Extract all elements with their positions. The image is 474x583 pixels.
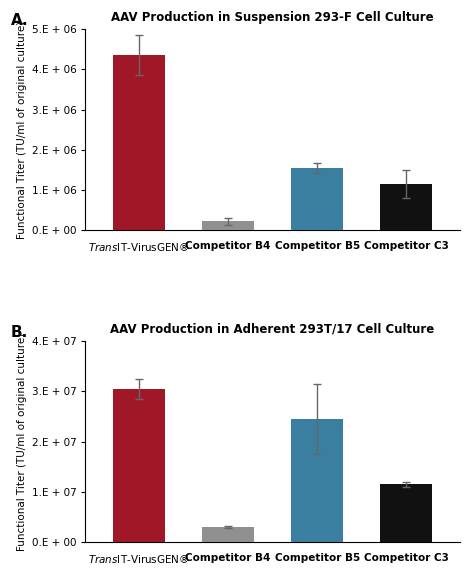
Text: $\mathit{Trans}$IT-VirusGEN®: $\mathit{Trans}$IT-VirusGEN®	[88, 553, 190, 566]
Text: Competitor B4: Competitor B4	[185, 241, 271, 251]
Bar	[202, 527, 254, 542]
Text: Competitor B4: Competitor B4	[185, 553, 271, 563]
Text: Competitor C3: Competitor C3	[364, 553, 449, 563]
Bar	[291, 168, 343, 230]
Text: B.: B.	[10, 325, 27, 340]
Text: Competitor B5: Competitor B5	[274, 241, 360, 251]
Text: A.: A.	[10, 13, 28, 28]
Title: AAV Production in Adherent 293T/17 Cell Culture: AAV Production in Adherent 293T/17 Cell …	[110, 322, 435, 336]
Text: $\mathit{Trans}$IT-VirusGEN®: $\mathit{Trans}$IT-VirusGEN®	[88, 241, 190, 254]
Bar	[113, 55, 164, 230]
Bar	[381, 184, 432, 230]
Y-axis label: Functional Titer (TU/ml of original culture): Functional Titer (TU/ml of original cult…	[18, 332, 27, 551]
Bar	[113, 389, 164, 542]
Bar	[291, 419, 343, 542]
Text: Competitor B5: Competitor B5	[274, 553, 360, 563]
Title: AAV Production in Suspension 293-F Cell Culture: AAV Production in Suspension 293-F Cell …	[111, 11, 434, 24]
Text: Competitor C3: Competitor C3	[364, 241, 449, 251]
Bar	[202, 222, 254, 230]
Bar	[381, 484, 432, 542]
Y-axis label: Functional Titer (TU/ml of original culture): Functional Titer (TU/ml of original cult…	[18, 20, 27, 239]
